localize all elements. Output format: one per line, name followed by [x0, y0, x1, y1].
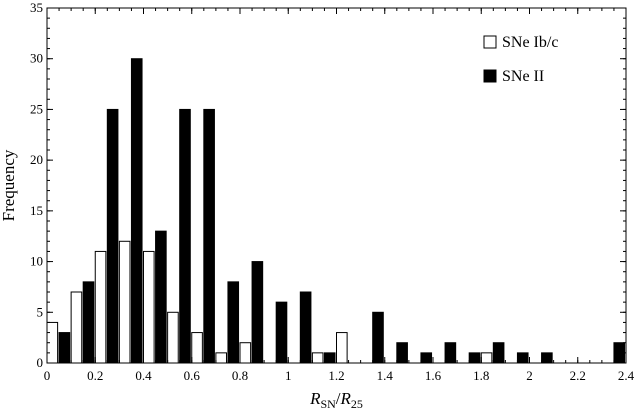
y-tick-label: 0: [37, 355, 44, 370]
x-axis-label-part: R: [340, 389, 352, 408]
bar-snib-c-5: [167, 311, 179, 364]
x-tick-label: 1.4: [377, 368, 394, 383]
ticks-layer: 0 0.2 0.4 0.6 0.8 1 1.2 1.4 1.6 1.8 2 2.2 2.4 0 5 10 15 2…: [30, 0, 635, 383]
bar-snii-2: [106, 108, 119, 364]
bar-snii-16: [444, 342, 457, 364]
x-axis-label-part: SN: [320, 397, 336, 411]
y-tick-label: 20: [30, 152, 43, 167]
x-tick-label: 2.4: [618, 368, 635, 383]
y-axis-label: Frequency: [0, 149, 18, 221]
bar-snii-0: [58, 332, 71, 364]
bar-snii-11: [323, 352, 336, 364]
bar-snii-9: [275, 301, 288, 364]
bar-snii-14: [396, 342, 408, 364]
bar-snib-c-1: [70, 291, 83, 364]
bar-snib-c-11: [311, 352, 324, 364]
bar-snib-c-2: [94, 250, 107, 364]
bar-snib-c-4: [143, 250, 155, 364]
bar-snii-3: [130, 58, 143, 364]
bar-snii-6: [203, 108, 215, 364]
bar-snii-17: [468, 352, 481, 364]
bar-snii-1: [82, 281, 95, 364]
bar-snib-c-8: [239, 342, 252, 364]
x-axis-label-part: 25: [351, 397, 363, 411]
bar-snib-c-6: [191, 332, 203, 364]
legend: SNe Ib/c SNe II: [483, 34, 558, 85]
x-tick-label: 0.4: [135, 368, 152, 383]
x-tick-label: 1.8: [473, 368, 489, 383]
bar-snii-8: [251, 261, 264, 364]
bar-snii-15: [420, 352, 433, 364]
y-tick-label: 30: [30, 51, 43, 66]
bar-snii-18: [492, 342, 505, 364]
bars-layer: [46, 58, 626, 364]
bar-snii-5: [179, 108, 191, 364]
bar-snib-c-18: [480, 352, 493, 364]
bar-snib-c-7: [215, 352, 227, 364]
bar-snib-c-12: [336, 332, 348, 364]
bar-snii-13: [372, 311, 384, 364]
x-axis-label: RSN/R25: [309, 389, 363, 411]
legend-swatch-0: [483, 35, 497, 49]
y-tick-label: 15: [30, 203, 43, 218]
bar-snii-19: [516, 352, 529, 364]
x-axis-label-part: /: [336, 389, 341, 408]
bar-snii-20: [541, 352, 553, 364]
y-tick-label: 25: [30, 101, 43, 116]
bar-snii-23: [613, 342, 626, 364]
x-tick-label: 1.6: [425, 368, 442, 383]
x-tick-label: 0.2: [87, 368, 103, 383]
legend-label-1: SNe II: [502, 68, 544, 85]
x-tick-label: 2: [526, 368, 533, 383]
x-tick-label: 1.2: [328, 368, 344, 383]
bar-snii-4: [155, 230, 167, 364]
x-tick-label: 1: [285, 368, 292, 383]
x-tick-label: 2.2: [570, 368, 586, 383]
legend-label-0: SNe Ib/c: [502, 34, 558, 51]
legend-swatch-1: [483, 69, 497, 83]
x-tick-label: 0: [44, 368, 51, 383]
x-axis-label-part: R: [309, 389, 321, 408]
bar-snib-c-3: [118, 240, 131, 364]
y-tick-label: 35: [30, 0, 43, 15]
y-tick-label: 5: [37, 304, 44, 319]
y-tick-label: 10: [30, 254, 43, 269]
bar-snii-10: [299, 291, 312, 364]
bar-snii-7: [227, 281, 240, 364]
x-tick-label: 0.6: [184, 368, 201, 383]
x-tick-label: 0.8: [232, 368, 248, 383]
